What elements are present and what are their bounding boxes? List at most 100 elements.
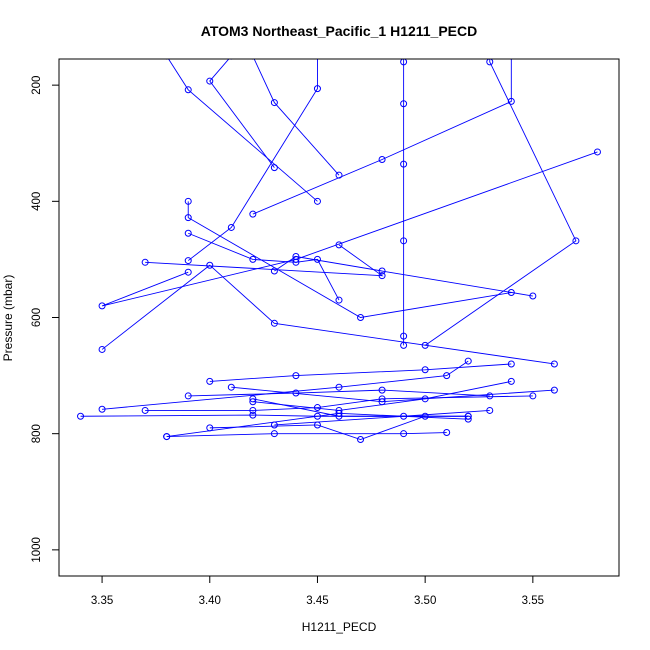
series-line (188, 232, 340, 301)
data-point (249, 411, 257, 419)
data-point (464, 412, 472, 420)
data-point (98, 345, 106, 353)
data-point (270, 99, 278, 107)
data-point (572, 237, 580, 245)
x-tick-label: 3.50 (414, 595, 436, 607)
series-line (145, 395, 533, 411)
data-point (507, 377, 515, 385)
x-axis: 3.35 3.40 3.45 3.50 3.55 (91, 575, 544, 607)
series-line (253, 59, 340, 176)
series-line (252, 59, 512, 215)
y-axis: 200 400 600 800 1000 (31, 76, 60, 563)
data-point (400, 332, 408, 340)
data-point (335, 383, 343, 391)
data-point (464, 357, 472, 365)
series-15 (141, 392, 537, 414)
data-point (486, 59, 494, 66)
data-point (550, 386, 558, 394)
data-point (141, 406, 149, 414)
x-tick-label: 3.35 (91, 595, 113, 607)
x-tick-label: 3.40 (199, 595, 221, 607)
y-tick-label: 1000 (31, 537, 43, 563)
y-tick-label: 200 (31, 76, 43, 95)
series-line (188, 389, 490, 397)
data-point (270, 319, 278, 327)
data-point (184, 197, 192, 205)
data-point (98, 405, 106, 413)
data-point (184, 268, 192, 276)
series-10 (141, 241, 386, 280)
series-line (231, 386, 555, 403)
data-point (249, 255, 257, 263)
data-point (443, 429, 451, 437)
data-point (270, 421, 278, 429)
data-point (184, 86, 192, 94)
data-point (184, 229, 192, 237)
series-20 (184, 386, 494, 400)
data-point (77, 412, 85, 420)
y-tick-label: 800 (31, 424, 43, 443)
x-tick-label: 3.45 (306, 595, 328, 607)
data-point (270, 164, 278, 172)
data-point (163, 433, 171, 441)
series-21 (227, 383, 558, 406)
series-line (274, 256, 533, 297)
data-point (400, 160, 408, 168)
series-25 (249, 395, 472, 420)
data-point (378, 156, 386, 163)
series-line (209, 415, 426, 440)
data-point (335, 296, 343, 304)
data-point (249, 395, 257, 403)
y-tick-label: 600 (31, 308, 43, 327)
data-point (443, 372, 451, 380)
data-point (249, 406, 257, 414)
x-tick-label: 3.55 (522, 595, 544, 607)
data-point (270, 430, 278, 438)
data-point (335, 241, 343, 249)
data-point (184, 257, 192, 265)
data-point (184, 214, 192, 222)
y-tick-label: 400 (31, 192, 43, 211)
data-point (507, 360, 515, 368)
data-point (206, 261, 214, 269)
data-point (141, 258, 149, 266)
series-line (209, 59, 275, 168)
chart-title: ATOM3 Northeast_Pacific_1 H1211_PECD (201, 23, 478, 39)
series-line (424, 59, 577, 346)
series-line (209, 363, 512, 382)
data-point (421, 366, 429, 374)
data-point (335, 412, 343, 420)
series-line (145, 244, 384, 277)
axis-layer: 3.35 3.40 3.45 3.50 3.55 200 400 600 800 1000 (31, 76, 544, 607)
data-point (400, 430, 408, 438)
series-line (252, 380, 512, 411)
data-point (357, 435, 365, 443)
data-point (593, 148, 601, 156)
series-line (187, 59, 318, 261)
series-layer (77, 59, 601, 443)
series-12 (184, 229, 343, 304)
data-point (529, 292, 537, 300)
data-point (378, 386, 386, 394)
data-point (270, 267, 278, 275)
series-line (102, 360, 469, 410)
data-point (400, 237, 408, 245)
data-point (378, 267, 386, 275)
data-point (313, 197, 321, 205)
series-5 (400, 59, 408, 349)
series-line (166, 432, 447, 438)
data-point (486, 392, 494, 400)
data-point (400, 59, 408, 66)
data-point (206, 377, 214, 385)
data-point (184, 392, 192, 400)
data-point (98, 302, 106, 310)
series-24 (206, 360, 515, 385)
data-point (227, 383, 235, 391)
data-point (529, 392, 537, 400)
x-axis-label: H1211_PECD (302, 620, 377, 634)
data-point (400, 100, 408, 108)
y-axis-label: Pressure (mbar) (1, 275, 15, 362)
data-point (421, 395, 429, 403)
